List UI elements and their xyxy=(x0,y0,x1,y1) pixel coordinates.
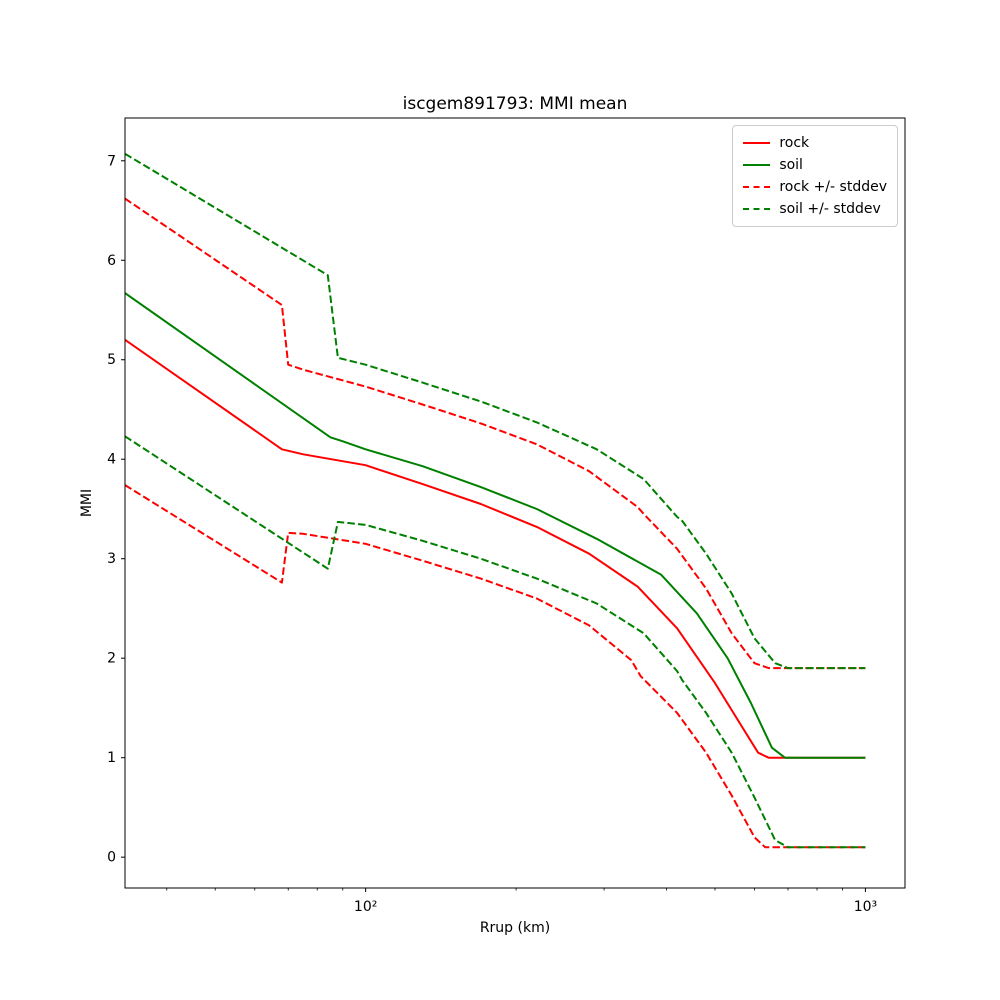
y-tick-label: 6 xyxy=(107,253,116,269)
series-line-soil xyxy=(124,292,866,759)
axes-frame xyxy=(124,117,906,889)
x-tick-label: 10² xyxy=(354,899,377,915)
y-tick-label: 0 xyxy=(107,850,116,866)
legend-entry-soil-stddev: soil +/- stddev xyxy=(743,198,887,220)
legend: rock soil rock +/- stddev soil +/- stdde… xyxy=(732,125,898,227)
legend-entry-rock-stddev: rock +/- stddev xyxy=(743,176,887,198)
series-line-rock-minus-stddev xyxy=(124,484,866,849)
legend-label-rock-stddev: rock +/- stddev xyxy=(779,179,887,195)
legend-label-rock: rock xyxy=(779,135,810,151)
y-tick-label: 4 xyxy=(107,452,116,468)
series-line-soil-plus-stddev xyxy=(124,152,866,670)
y-tick-label: 2 xyxy=(107,651,116,667)
x-tick-label: 10³ xyxy=(854,899,877,915)
series-line-rock-plus-stddev xyxy=(124,197,866,670)
x-axis-label: Rrup (km) xyxy=(480,920,550,936)
y-tick-label: 1 xyxy=(107,750,116,766)
series-line-rock xyxy=(124,338,866,759)
legend-line-sample-soil-stddev xyxy=(743,208,771,210)
legend-label-soil: soil xyxy=(779,157,803,173)
series-layer xyxy=(124,152,866,849)
series-line-soil-minus-stddev xyxy=(124,435,866,849)
legend-line-sample-rock xyxy=(743,142,771,144)
legend-label-soil-stddev: soil +/- stddev xyxy=(779,201,881,217)
y-tick-label: 5 xyxy=(107,352,116,368)
chart-title: iscgem891793: MMI mean xyxy=(403,94,628,114)
y-axis-label: MMI xyxy=(79,489,95,517)
y-tick-label: 7 xyxy=(107,153,116,169)
legend-line-sample-soil xyxy=(743,164,771,166)
legend-entry-rock: rock xyxy=(743,132,887,154)
legend-line-sample-rock-stddev xyxy=(743,186,771,188)
legend-entry-soil: soil xyxy=(743,154,887,176)
y-tick-label: 3 xyxy=(107,551,116,567)
axes-layer: 0 1 2 3 4 5 6 7 10² 10³ xyxy=(107,117,906,915)
